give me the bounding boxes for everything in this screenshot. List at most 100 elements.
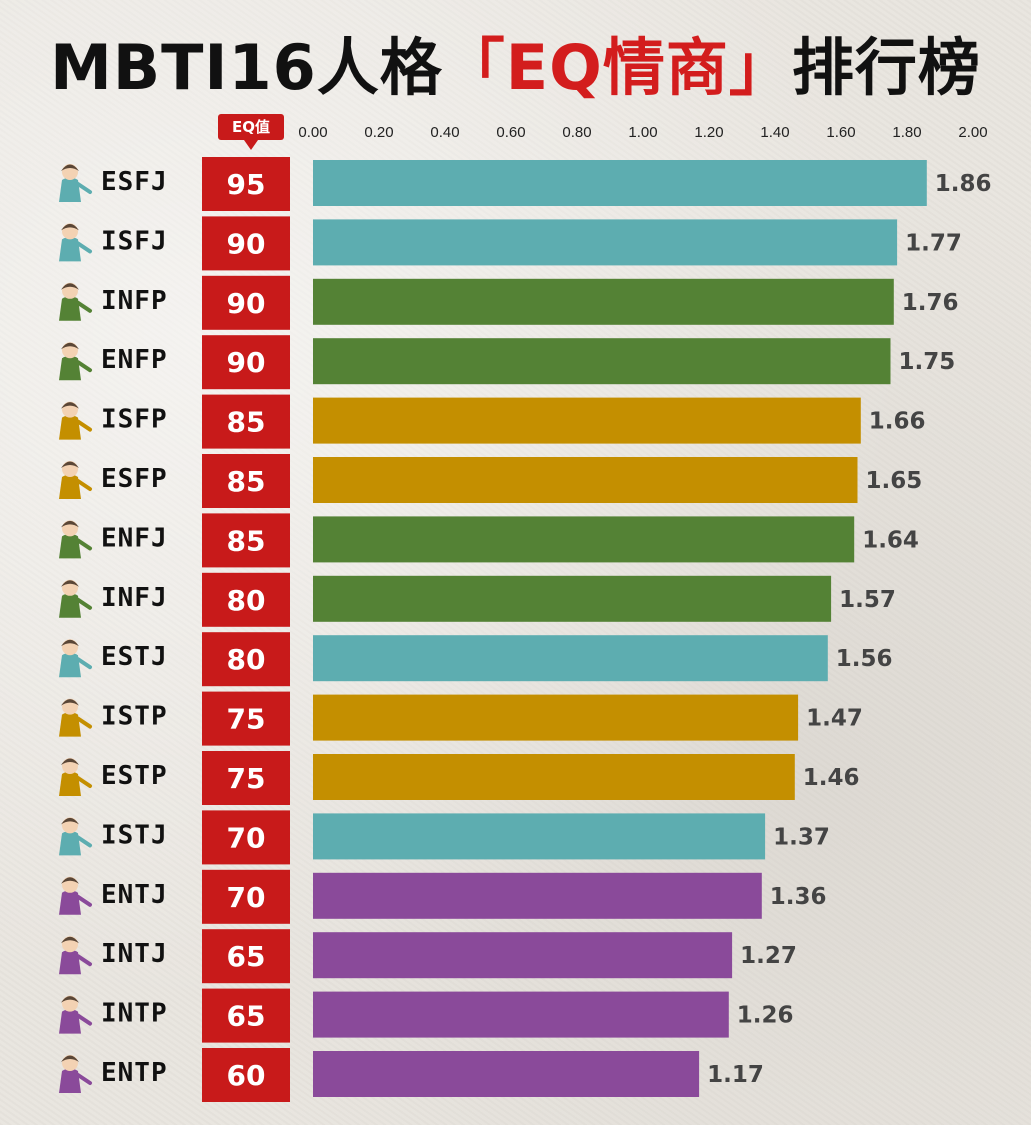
eq-value-label: 90 bbox=[227, 287, 266, 320]
bar-value-label: 1.36 bbox=[770, 884, 827, 910]
eq-value-box bbox=[202, 632, 290, 687]
eq-value-box bbox=[202, 810, 290, 865]
bar-value-label: 1.57 bbox=[839, 587, 896, 613]
bar-value-label: 1.27 bbox=[740, 943, 797, 969]
eq-value-label: 90 bbox=[227, 346, 266, 379]
type-label: ENTP bbox=[101, 1058, 168, 1088]
character-avatar-icon bbox=[59, 342, 92, 381]
x-tick-label: 1.00 bbox=[628, 124, 657, 141]
eq-value-label: 80 bbox=[227, 643, 266, 676]
eq-header-arrow-icon bbox=[244, 140, 258, 150]
type-label: INTJ bbox=[101, 939, 168, 969]
character-avatar-icon bbox=[59, 995, 92, 1034]
type-label: ESFP bbox=[101, 464, 168, 494]
eq-value-label: 80 bbox=[227, 584, 266, 617]
bar bbox=[313, 219, 898, 266]
bar-value-label: 1.47 bbox=[806, 706, 863, 732]
character-avatar-icon bbox=[59, 579, 92, 618]
eq-value-label: 85 bbox=[227, 406, 266, 439]
bar-value-label: 1.86 bbox=[935, 171, 992, 197]
eq-value-label: 65 bbox=[227, 940, 266, 973]
x-tick-label: 0.60 bbox=[496, 124, 525, 141]
type-label: ISTJ bbox=[101, 820, 168, 850]
eq-value-box bbox=[202, 869, 290, 924]
eq-value-box bbox=[202, 751, 290, 805]
character-avatar-icon bbox=[59, 758, 92, 796]
bar bbox=[313, 991, 729, 1038]
character-avatar-icon bbox=[59, 164, 92, 202]
type-label: INTP bbox=[101, 999, 168, 1029]
eq-value-box bbox=[202, 513, 290, 568]
x-tick-label: 1.20 bbox=[694, 124, 723, 141]
eq-value-box bbox=[202, 454, 290, 508]
bar bbox=[313, 694, 799, 741]
bar bbox=[313, 516, 855, 563]
type-label: INFJ bbox=[101, 583, 168, 613]
eq-value-box bbox=[202, 929, 290, 984]
bar-value-label: 1.65 bbox=[866, 468, 923, 494]
type-label: ESTP bbox=[101, 761, 168, 791]
type-label: ISTP bbox=[101, 702, 168, 732]
eq-value-box bbox=[202, 216, 290, 271]
bar-value-label: 1.64 bbox=[862, 527, 919, 553]
x-tick-label: 0.00 bbox=[298, 124, 327, 141]
bar bbox=[313, 932, 733, 979]
bar bbox=[313, 635, 828, 682]
title-part-1: MBTI16人格 bbox=[50, 31, 443, 104]
x-tick-label: 1.40 bbox=[760, 124, 789, 141]
x-tick-label: 2.00 bbox=[958, 124, 987, 141]
bar-value-label: 1.77 bbox=[905, 230, 962, 256]
character-avatar-icon bbox=[59, 876, 92, 915]
x-tick-label: 1.60 bbox=[826, 124, 855, 141]
character-avatar-icon bbox=[59, 401, 92, 440]
eq-value-label: 60 bbox=[227, 1059, 266, 1092]
bar-value-label: 1.76 bbox=[902, 290, 959, 316]
bar-value-label: 1.26 bbox=[737, 1003, 794, 1029]
type-label: INFP bbox=[101, 286, 168, 316]
character-avatar-icon bbox=[59, 1055, 92, 1093]
bar bbox=[313, 575, 832, 622]
type-label: ESTJ bbox=[101, 642, 168, 672]
character-avatar-icon bbox=[59, 936, 92, 975]
eq-value-label: 95 bbox=[227, 168, 266, 201]
page-title: MBTI16人格「EQ情商」排行榜 bbox=[0, 28, 1031, 108]
x-tick-label: 1.80 bbox=[892, 124, 921, 141]
character-avatar-icon bbox=[59, 639, 92, 678]
eq-value-label: 75 bbox=[227, 703, 266, 736]
type-label: ISFP bbox=[101, 405, 168, 435]
bar bbox=[313, 278, 894, 325]
eq-value-label: 90 bbox=[227, 227, 266, 260]
eq-value-label: 85 bbox=[227, 465, 266, 498]
character-avatar-icon bbox=[59, 698, 92, 737]
bar bbox=[313, 1051, 700, 1097]
bar bbox=[313, 754, 795, 800]
bar bbox=[313, 813, 766, 860]
type-label: ISFJ bbox=[101, 226, 168, 256]
character-avatar-icon bbox=[59, 461, 92, 499]
title-part-3: 排行榜 bbox=[791, 31, 981, 104]
bar-value-label: 1.66 bbox=[869, 409, 926, 435]
bar bbox=[313, 160, 927, 206]
eq-value-box bbox=[202, 275, 290, 330]
eq-value-label: 85 bbox=[227, 524, 266, 557]
eq-value-label: 75 bbox=[227, 762, 266, 795]
type-label: ENFJ bbox=[101, 523, 168, 553]
eq-value-box bbox=[202, 1048, 290, 1102]
eq-value-box bbox=[202, 988, 290, 1043]
type-label: ESFJ bbox=[101, 167, 168, 197]
eq-value-label: 70 bbox=[227, 821, 266, 854]
type-label: ENFP bbox=[101, 345, 168, 375]
bar bbox=[313, 397, 861, 444]
bar bbox=[313, 338, 891, 385]
eq-value-label: 65 bbox=[227, 1000, 266, 1033]
character-avatar-icon bbox=[59, 223, 92, 262]
eq-value-box bbox=[202, 691, 290, 746]
title-part-2: 「EQ情商」 bbox=[442, 31, 792, 104]
bar-value-label: 1.75 bbox=[899, 349, 956, 375]
bar bbox=[313, 457, 858, 503]
eq-value-label: 70 bbox=[227, 881, 266, 914]
x-tick-label: 0.40 bbox=[430, 124, 459, 141]
bar-value-label: 1.56 bbox=[836, 646, 893, 672]
eq-value-header: EQ值 bbox=[218, 114, 284, 140]
